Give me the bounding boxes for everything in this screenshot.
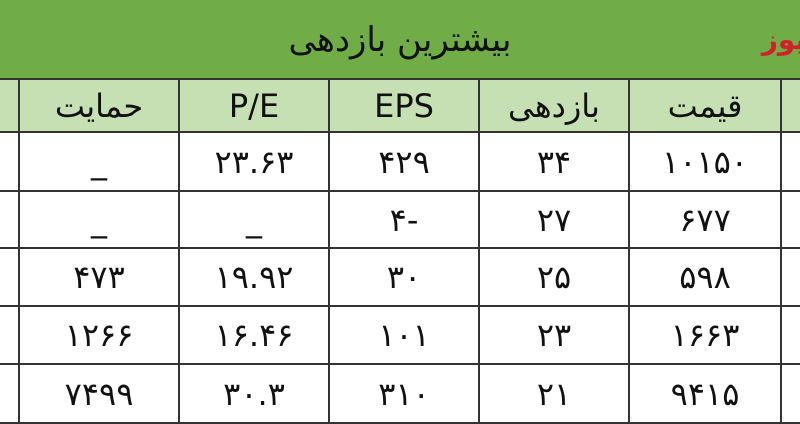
table-cell: ۲۳	[480, 307, 630, 365]
cropped-cell	[0, 80, 20, 133]
table-cell: ۳۰.۳	[180, 365, 330, 424]
table-cell: ۱۲۶۶	[20, 307, 180, 365]
table-cell: ۴۷۳	[20, 249, 180, 307]
table-cell: ۲۷	[480, 192, 630, 249]
table-cell: ۳۰	[330, 249, 480, 307]
table-cell: ۳۴	[480, 133, 630, 192]
table-cell: ۹۴۱۵	[630, 365, 782, 424]
table-cell: ۶۷۷	[630, 192, 782, 249]
cropped-cell	[782, 365, 800, 424]
column-header: P/E	[180, 80, 330, 133]
table-cell: ۵۹۸	[630, 249, 782, 307]
table-cell: ۱۶۶۳	[630, 307, 782, 365]
column-header: حمایت	[20, 80, 180, 133]
cropped-cell	[0, 249, 20, 307]
table-cell: ۲۳.۶۳	[180, 133, 330, 192]
table-cell: _	[180, 192, 330, 249]
cropped-cell	[782, 307, 800, 365]
cropped-cell	[782, 133, 800, 192]
cropped-cell	[0, 307, 20, 365]
cropped-cell	[0, 192, 20, 249]
table-cell: ۲۵	[480, 249, 630, 307]
title-bar	[0, 0, 800, 80]
title: بیشترین بازدهی	[288, 20, 512, 60]
cropped-cell	[0, 365, 20, 424]
table-cell: ۲۱	[480, 365, 630, 424]
cropped-cell	[0, 133, 20, 192]
table-cell: ۱۹.۹۲	[180, 249, 330, 307]
table-cell: ۱۰۱۵۰	[630, 133, 782, 192]
table-cell: ۱۶.۴۶	[180, 307, 330, 365]
column-header: بازدهی	[480, 80, 630, 133]
table-cell: ۱۰۱	[330, 307, 480, 365]
column-header: قیمت	[630, 80, 782, 133]
table-cell: _	[20, 133, 180, 192]
cropped-cell	[782, 249, 800, 307]
table-cell: ۴۲۹	[330, 133, 480, 192]
column-header: EPS	[330, 80, 480, 133]
table-cell: _	[20, 192, 180, 249]
cropped-cell	[782, 192, 800, 249]
table-cell: ۳۱۰	[330, 365, 480, 424]
table-cell: ۷۴۹۹	[20, 365, 180, 424]
cropped-cell	[782, 80, 800, 133]
table-cell: -۴	[330, 192, 480, 249]
logo-text: یوز	[761, 23, 800, 56]
